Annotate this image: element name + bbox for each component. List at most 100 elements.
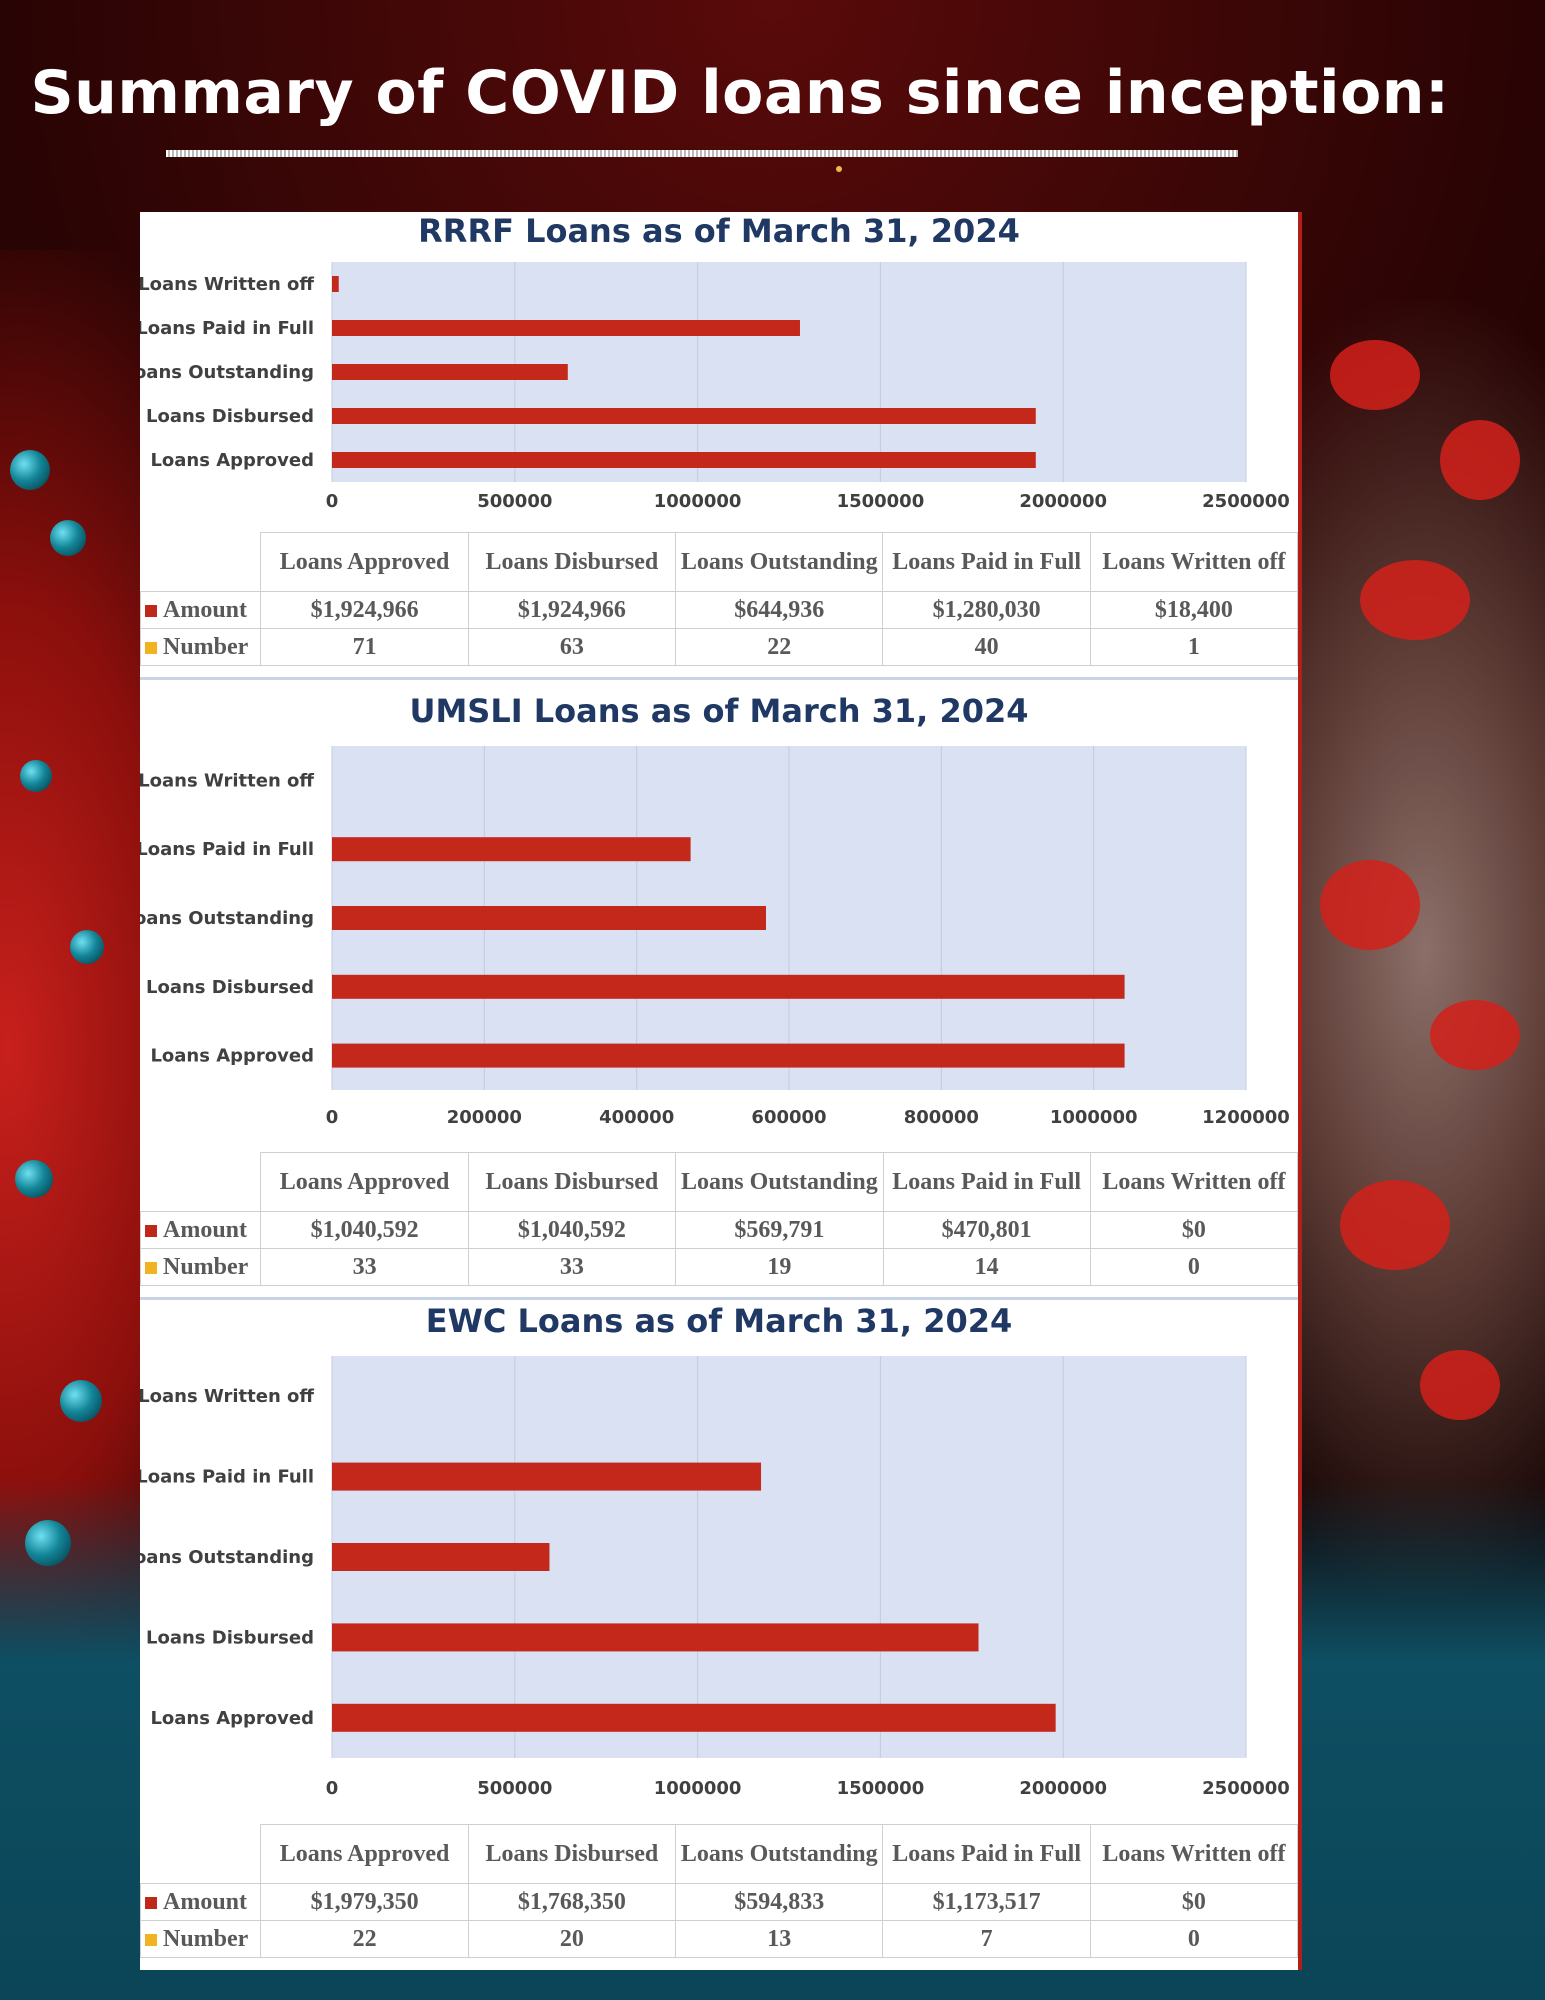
table-cell: 20 [467, 1920, 677, 1958]
x-tick-label: 1500000 [837, 491, 925, 512]
virus-spike-decoration [1330, 340, 1420, 410]
title-underline [166, 150, 1238, 157]
bar [332, 276, 339, 292]
bar [332, 1703, 1056, 1732]
row-label: Number [163, 1925, 249, 1952]
ewc-bar-chart: 0 500000 1000000 1500000 2000000 2500000 Loans… [140, 1356, 1290, 1799]
table-cell: $1,924,966 [260, 591, 469, 629]
table-cell: 1 [1089, 628, 1299, 666]
column-header: Loans Approved [260, 1152, 469, 1212]
bar [332, 906, 766, 930]
bar [332, 1623, 979, 1652]
table-cell: $0 [1089, 1883, 1299, 1921]
category-label: Loans Paid in Full [140, 1467, 314, 1488]
category-label: Loans Written off [140, 1386, 314, 1407]
rrrf-bar-chart: 0 500000 1000000 1500000 2000000 2500000 Loans… [140, 262, 1290, 512]
x-tick-label: 1000000 [654, 1778, 742, 1799]
row-header: Amount [139, 591, 262, 629]
section-divider [140, 1297, 1298, 1300]
charts-panel: RRRF Loans as of March 31, 2024 0 500000 1… [139, 212, 1302, 1970]
rrrf-data-table: Loans Approved Loans Disbursed Loans Outst… [139, 532, 1299, 666]
column-header: Loans Disbursed [467, 1824, 677, 1884]
column-header: Loans Outstanding [675, 1152, 884, 1212]
chart-title: UMSLI Loans as of March 31, 2024 [409, 692, 1029, 730]
category-label: Loans Approved [150, 1708, 314, 1729]
column-header: Loans Disbursed [467, 532, 677, 592]
virus-spike-decoration [1430, 1000, 1520, 1070]
virus-spike-decoration [1360, 560, 1470, 640]
umsli-data-table: Loans Approved Loans Disbursed Loans Outst… [139, 1152, 1299, 1286]
table-cell: $1,040,592 [467, 1211, 677, 1249]
dna-bead-decoration [60, 1380, 102, 1422]
category-label: Loans Written off [140, 274, 314, 295]
category-label: Loans Disbursed [146, 406, 314, 427]
row-label: Number [163, 1253, 249, 1280]
x-tick-label: 0 [326, 491, 339, 512]
table-cell: $1,280,030 [882, 591, 1091, 629]
row-header: Amount [139, 1883, 262, 1921]
x-tick-label: 1200000 [1202, 1107, 1290, 1128]
bar [332, 1543, 550, 1571]
row-label: Amount [163, 1888, 248, 1915]
x-tick-label: 2000000 [1019, 1778, 1107, 1799]
legend-key [145, 1933, 157, 1946]
legend-key [145, 1224, 157, 1237]
ewc-data-table: Loans Approved Loans Disbursed Loans Outst… [139, 1824, 1299, 1958]
row-header: Number [139, 1920, 262, 1958]
spark-decoration [836, 166, 842, 172]
virus-spike-decoration [1320, 860, 1420, 950]
x-tick-label: 2000000 [1019, 491, 1107, 512]
category-label: Loans Written off [140, 770, 314, 791]
category-label: Loans Approved [150, 450, 314, 471]
table-row: Number 22 20 13 7 0 [139, 1920, 1299, 1958]
table-cell: 33 [467, 1248, 677, 1286]
table-cell: $644,936 [675, 591, 884, 629]
table-row: Amount $1,924,966 $1,924,966 $644,936 $1,280… [139, 591, 1299, 629]
table-cell: 63 [467, 628, 677, 666]
table-corner [140, 532, 261, 592]
row-label: Number [163, 633, 249, 660]
bar [332, 974, 1125, 999]
table-cell: 0 [1089, 1248, 1299, 1286]
table-row: Amount $1,040,592 $1,040,592 $569,791 $470,8… [139, 1211, 1299, 1249]
table-cell: $1,040,592 [260, 1211, 469, 1249]
virus-spike-decoration [1440, 420, 1520, 500]
column-header: Loans Disbursed [467, 1152, 677, 1212]
category-label: Loans Outstanding [140, 1547, 314, 1568]
row-label: Amount [163, 1216, 248, 1243]
x-tick-label: 1000000 [654, 491, 742, 512]
legend-key [145, 1896, 157, 1909]
table-cell: 0 [1089, 1920, 1299, 1958]
table-corner [140, 1152, 261, 1212]
column-header: Loans Approved [260, 1824, 469, 1884]
table-cell: $18,400 [1089, 591, 1299, 629]
table-cell: $1,979,350 [260, 1883, 469, 1921]
x-tick-label: 200000 [447, 1107, 522, 1128]
legend-key [145, 641, 157, 654]
table-cell: $569,791 [675, 1211, 884, 1249]
chart-title: RRRF Loans as of March 31, 2024 [418, 212, 1020, 250]
table-row: Amount $1,979,350 $1,768,350 $594,833 $1,173… [139, 1883, 1299, 1921]
table-cell: 7 [882, 1920, 1091, 1958]
bar [332, 408, 1036, 424]
row-header: Amount [139, 1211, 262, 1249]
table-cell: $470,801 [882, 1211, 1091, 1249]
x-tick-label: 400000 [599, 1107, 674, 1128]
row-header: Number [139, 1248, 262, 1286]
column-header: Loans Approved [260, 532, 469, 592]
umsli-section: UMSLI Loans as of March 31, 2024 0 200000… [139, 682, 1299, 1287]
category-label: Loans Disbursed [146, 1627, 314, 1648]
x-tick-label: 0 [326, 1778, 339, 1799]
table-cell: 19 [675, 1248, 884, 1286]
column-header: Loans Outstanding [675, 1824, 884, 1884]
page-title: Summary of COVID loans since inception: [30, 58, 1450, 128]
category-label: Loans Outstanding [140, 908, 314, 929]
table-cell: $0 [1089, 1211, 1299, 1249]
dna-bead-decoration [10, 450, 50, 490]
category-label: Loans Paid in Full [140, 318, 314, 339]
table-cell: 33 [260, 1248, 469, 1286]
bar [332, 364, 568, 380]
x-tick-label: 2500000 [1202, 1778, 1290, 1799]
category-label: Loans Approved [150, 1046, 314, 1067]
x-tick-label: 500000 [477, 1778, 552, 1799]
